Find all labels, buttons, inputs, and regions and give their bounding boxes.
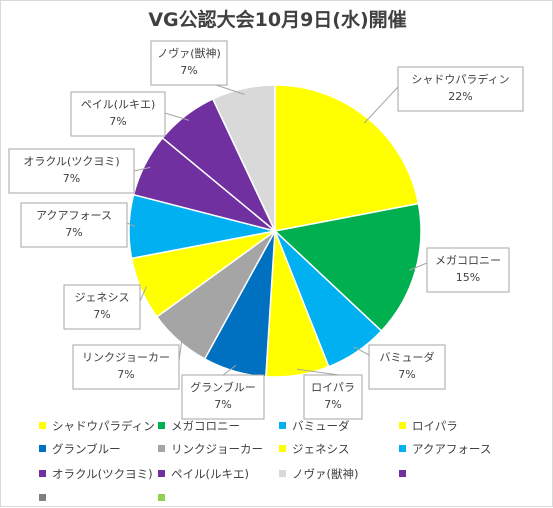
legend-swatch	[399, 445, 406, 452]
callout-box	[150, 40, 228, 86]
data-label-value: 7%	[214, 398, 232, 411]
legend-swatch	[399, 470, 406, 477]
data-label-category: ノヴァ(獣神)	[157, 47, 221, 60]
legend-label: シャドウパラディン	[52, 419, 155, 433]
data-label-category: シャドウパラディン	[411, 73, 510, 86]
legend-entry: ペイル(ルキエ)	[158, 467, 249, 481]
data-label: シャドウパラディン 22%	[398, 71, 523, 105]
legend-label: ペイル(ルキエ)	[171, 467, 249, 481]
callout-box	[72, 344, 180, 390]
data-label: ノヴァ(獣神) 7%	[151, 45, 227, 79]
data-label-category: オラクル(ツクヨミ)	[23, 155, 120, 168]
data-label: ロイパラ 7%	[304, 379, 362, 413]
callout-box	[397, 66, 524, 112]
legend-label: グランブルー	[52, 442, 121, 456]
leader-line	[215, 84, 245, 95]
leader-line	[222, 364, 237, 376]
legend-swatch	[39, 494, 46, 501]
leader-line	[296, 368, 340, 376]
data-label-value: 7%	[62, 172, 81, 185]
legend-entry: メガコロニー	[158, 419, 240, 433]
legend-swatch	[279, 445, 286, 452]
data-label: メガコロニー 15%	[427, 252, 509, 286]
pie-slice	[211, 84, 276, 232]
legend-entry: ジェネシス	[279, 442, 350, 456]
chart-title: VG公認大会10月9日(水)開催	[148, 9, 407, 31]
legend-swatch	[399, 422, 406, 429]
data-label: グランブルー 7%	[182, 379, 264, 413]
legend-swatch	[39, 470, 46, 477]
data-label-category: バミューダ	[379, 351, 435, 364]
legend-label: ロイパラ	[412, 419, 458, 433]
leader-line	[409, 262, 428, 271]
data-label: リンクジョーカー 7%	[73, 349, 179, 383]
legend-swatch	[279, 422, 286, 429]
legend-swatch	[279, 470, 286, 477]
legend-label: アクアフォース	[412, 442, 492, 456]
data-label-value: 22%	[448, 90, 473, 103]
data-label: ペイル(ルキエ) 7%	[71, 96, 165, 130]
legend-entry: アクアフォース	[399, 442, 491, 456]
legend-swatch	[158, 422, 165, 429]
callout-box	[8, 148, 135, 194]
data-label-value: 7%	[398, 368, 416, 381]
leader-line	[178, 335, 183, 362]
data-label: ジェネシス 7%	[64, 289, 140, 323]
legend-label: リンクジョーカー	[171, 442, 263, 456]
legend-label: オラクル(ツクヨミ)	[52, 467, 153, 481]
legend-entry: リンクジョーカー	[158, 442, 263, 456]
data-label-value: 7%	[117, 368, 135, 381]
legend-entry	[39, 491, 52, 505]
data-label-value: 7%	[93, 308, 111, 321]
callout-box	[20, 202, 128, 248]
callout-box	[303, 374, 363, 420]
data-label: バミューダ 7%	[369, 349, 445, 383]
callout-box	[70, 91, 166, 137]
callout-box	[368, 344, 446, 390]
leader-line	[164, 112, 190, 121]
callout-box	[63, 284, 141, 330]
data-label: オラクル(ツクヨミ) 7%	[9, 153, 134, 187]
legend-swatch	[39, 422, 46, 429]
legend-label: ノヴァ(獣神)	[292, 467, 359, 481]
data-label-category: アクアフォース	[36, 209, 112, 222]
leader-line	[126, 222, 136, 228]
data-label-category: グランブルー	[190, 381, 256, 394]
legend-entry: バミューダ	[279, 419, 350, 433]
data-label-category: ジェネシス	[74, 291, 130, 304]
legend-entry: シャドウパラディン	[39, 419, 155, 433]
legend-label: メガコロニー	[171, 419, 240, 433]
leader-line	[133, 166, 151, 172]
legend-label: バミューダ	[292, 419, 350, 433]
legend-swatch	[158, 445, 165, 452]
legend-entry: グランブルー	[39, 442, 121, 456]
data-label-category: ロイパラ	[311, 381, 355, 394]
legend-entry: オラクル(ツクヨミ)	[39, 467, 153, 481]
legend-swatch	[39, 445, 46, 452]
data-label-value: 7%	[180, 64, 198, 77]
legend-swatch	[158, 494, 165, 501]
data-label-category: メガコロニー	[435, 254, 501, 267]
data-label-value: 7%	[65, 226, 83, 239]
legend-entry	[158, 491, 171, 505]
data-label-category: リンクジョーカー	[82, 351, 170, 364]
callout-box	[426, 247, 510, 293]
leader-line	[363, 86, 399, 124]
leader-line	[139, 286, 147, 302]
data-label-value: 7%	[109, 115, 127, 128]
legend-entry	[399, 467, 412, 481]
pie-slice	[273, 202, 422, 333]
data-label-category: ペイル(ルキエ)	[80, 98, 156, 111]
data-label-value: 15%	[455, 271, 481, 284]
data-label-value: 7%	[324, 398, 342, 411]
legend-entry: ロイパラ	[399, 419, 458, 433]
callout-box	[181, 374, 265, 420]
legend-swatch	[158, 470, 165, 477]
legend-entry: ノヴァ(獣神)	[279, 467, 358, 481]
legend-label: ジェネシス	[292, 442, 350, 456]
data-label: アクアフォース 7%	[21, 207, 127, 241]
leader-line	[353, 346, 370, 356]
